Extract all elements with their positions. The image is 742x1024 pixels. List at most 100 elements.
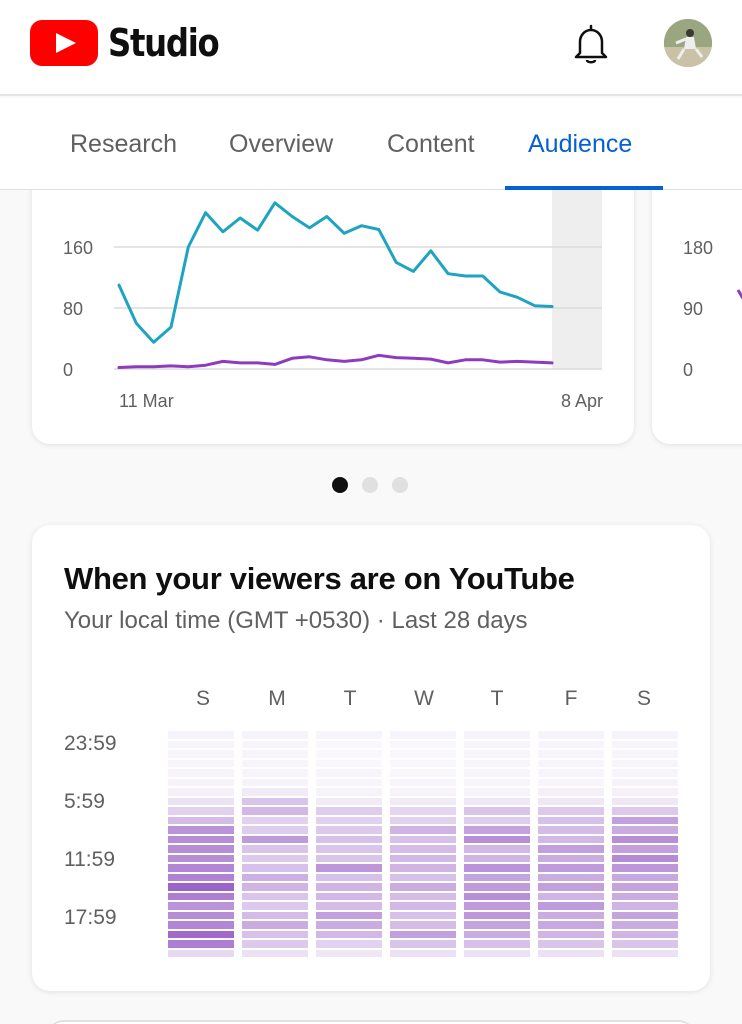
- day-label: M: [268, 687, 286, 710]
- heatmap-cell: [316, 759, 382, 768]
- carousel-dot[interactable]: [332, 477, 348, 493]
- heatmap-cell: [538, 731, 604, 739]
- heatmap-cell: [168, 873, 234, 882]
- heatmap-cell: [168, 807, 234, 815]
- heatmap-cell: [464, 750, 530, 758]
- heatmap-cell: [316, 750, 382, 758]
- heatmap-column[interactable]: [464, 731, 530, 959]
- heatmap-cell: [612, 807, 678, 815]
- heatmap-cell: [242, 873, 308, 882]
- studio-logo[interactable]: Studio: [30, 20, 238, 66]
- series-line: [117, 201, 554, 344]
- day-label: S: [195, 687, 210, 710]
- heatmap-cell: [464, 949, 530, 958]
- carousel-dot[interactable]: [362, 477, 378, 493]
- heatmap-cell: [242, 921, 308, 929]
- heatmap-cell: [538, 940, 604, 948]
- heatmap-cell: [464, 864, 530, 872]
- heatmap-cell: [242, 788, 308, 796]
- heatmap-cell: [612, 883, 678, 891]
- heatmap-cell: [612, 788, 678, 796]
- heatmap-cell: [538, 788, 604, 796]
- heatmap-cell: [242, 854, 308, 863]
- heatmap-cell: [168, 835, 234, 844]
- heatmap-cell: [390, 902, 456, 910]
- heatmap-cell: [390, 740, 456, 749]
- heatmap-cell: [612, 921, 678, 929]
- audience-line-chart-2: 0 90 180: [683, 238, 742, 380]
- heatmap-cell: [612, 892, 678, 901]
- heatmap-cell: [316, 826, 382, 834]
- heatmap-cell: [538, 759, 604, 768]
- heatmap-cell: [316, 769, 382, 777]
- heatmap-title: When your viewers are on YouTube: [64, 561, 575, 596]
- heatmap-cell: [612, 864, 678, 872]
- heatmap-cell: [464, 826, 530, 834]
- heatmap-cell: [168, 911, 234, 920]
- heatmap-cell: [612, 740, 678, 749]
- viewers-heatmap-card[interactable]: When your viewers are on YouTube Your lo…: [32, 525, 710, 991]
- heatmap-cell: [390, 864, 456, 872]
- heatmap-cell: [390, 892, 456, 901]
- heatmap-cell: [168, 769, 234, 777]
- heatmap-cell: [538, 930, 604, 939]
- heatmap-cell: [168, 854, 234, 863]
- y-tick-label: 160: [63, 238, 93, 258]
- heatmap-cell: [538, 740, 604, 749]
- heatmap-cell: [316, 816, 382, 825]
- heatmap-cell: [168, 845, 234, 853]
- heatmap-cell: [316, 835, 382, 844]
- carousel-dot[interactable]: [392, 477, 408, 493]
- audience-chart-card-2[interactable]: 0 90 180: [652, 150, 742, 444]
- bell-icon[interactable]: [571, 22, 611, 66]
- tab-audience[interactable]: Audience: [528, 130, 633, 158]
- heatmap-cell: [464, 930, 530, 939]
- heatmap-cell: [464, 854, 530, 863]
- carousel-dots: [332, 477, 408, 493]
- heatmap-cell: [538, 845, 604, 853]
- avatar[interactable]: [664, 19, 712, 67]
- heatmap-cell: [168, 949, 234, 958]
- audience-line-chart: 0 80 160 11 Mar 8 Apr: [63, 150, 603, 411]
- heatmap-cell: [316, 883, 382, 891]
- heatmap-column[interactable]: [538, 731, 604, 959]
- heatmap-cell: [390, 750, 456, 758]
- app-name: Studio: [108, 21, 220, 65]
- day-label: T: [343, 687, 357, 710]
- heatmap-cell: [316, 845, 382, 853]
- tab-content[interactable]: Content: [387, 130, 475, 158]
- x-tick-label: 11 Mar: [119, 391, 174, 411]
- heatmap-cell: [464, 845, 530, 853]
- heatmap-cell: [242, 740, 308, 749]
- audience-chart-card[interactable]: 0 80 160 11 Mar 8 Apr: [32, 150, 634, 444]
- heatmap-cell: [612, 873, 678, 882]
- heatmap-cell: [464, 873, 530, 882]
- heatmap-cell: [612, 731, 678, 739]
- heatmap-cell: [464, 769, 530, 777]
- heatmap-cell: [242, 769, 308, 777]
- heatmap-cell: [612, 835, 678, 844]
- heatmap-cell: [390, 759, 456, 768]
- heatmap-cell: [538, 883, 604, 891]
- heatmap-column[interactable]: [242, 731, 308, 959]
- heatmap-cell: [612, 816, 678, 825]
- heatmap-cell: [168, 864, 234, 872]
- heatmap-cell: [390, 921, 456, 929]
- tab-overview[interactable]: Overview: [229, 130, 334, 158]
- heatmap-cell: [242, 797, 308, 806]
- heatmap-cell: [316, 902, 382, 910]
- heatmap-cell: [464, 778, 530, 787]
- tab-research[interactable]: Research: [70, 130, 177, 158]
- next-card-edge: [46, 1020, 696, 1024]
- heatmap-column[interactable]: [390, 731, 456, 959]
- heatmap-cell: [390, 797, 456, 806]
- heatmap-column[interactable]: [168, 731, 234, 959]
- heatmap-cell: [168, 731, 234, 739]
- heatmap-column[interactable]: [316, 731, 382, 959]
- heatmap-column[interactable]: [612, 731, 678, 959]
- time-label: 17:59: [64, 906, 117, 929]
- heatmap-cell: [538, 826, 604, 834]
- heatmap-cell: [538, 750, 604, 758]
- heatmap-cell: [612, 750, 678, 758]
